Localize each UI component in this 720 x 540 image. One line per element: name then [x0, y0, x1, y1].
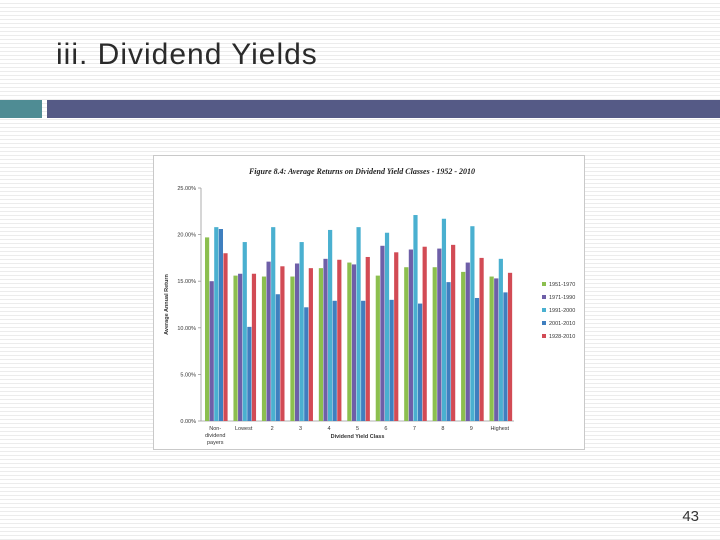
bar: [218, 229, 223, 421]
bar: [214, 227, 219, 421]
bar: [261, 276, 267, 421]
bar: [404, 267, 409, 421]
bar: [437, 248, 442, 421]
bar: [205, 237, 210, 421]
bar: [356, 227, 361, 421]
bar: [251, 273, 257, 421]
bar: [380, 245, 385, 421]
x-tick-label: 6: [384, 426, 387, 432]
bar: [365, 256, 370, 421]
bar: [280, 266, 285, 421]
bar: [441, 218, 447, 421]
legend-swatch: [542, 334, 546, 338]
bar: [347, 262, 352, 421]
legend-swatch: [542, 295, 546, 299]
bar: [351, 264, 357, 421]
bar: [238, 273, 243, 421]
bar: [247, 326, 252, 421]
legend-label: 2001-2010: [549, 321, 575, 327]
bar: [271, 227, 276, 421]
page-number: 43: [682, 508, 699, 525]
chart-figure: Figure 8.4: Average Returns on Dividend …: [153, 155, 585, 450]
bar: [489, 276, 494, 421]
bar: [308, 268, 313, 421]
bar: [375, 275, 380, 421]
x-tick-label: Non-dividend payers: [205, 426, 226, 446]
bar: [494, 278, 499, 421]
bar: [318, 268, 324, 421]
bar: [413, 215, 418, 421]
y-tick-label: 25.00%: [177, 186, 196, 192]
x-tick-label: 2: [271, 426, 274, 432]
bar: [474, 297, 480, 421]
bar: [332, 300, 337, 421]
x-tick-label: Lowest: [235, 426, 253, 432]
bar: [446, 282, 451, 421]
bar: [209, 281, 214, 421]
bar: [465, 262, 470, 421]
bar: [498, 258, 503, 421]
bar: [290, 276, 295, 421]
legend-label: 1951-1970: [549, 282, 575, 288]
bar: [304, 307, 309, 421]
bar: [299, 242, 304, 421]
bar: [394, 252, 399, 421]
x-tick-label: 9: [470, 426, 473, 432]
legend-label: 1991-2000: [549, 308, 575, 314]
bar: [275, 294, 280, 421]
bar: [422, 246, 427, 421]
y-tick-label: 15.00%: [177, 279, 196, 285]
bar: [328, 229, 333, 421]
bar: [417, 303, 423, 421]
y-tick-label: 10.00%: [177, 326, 196, 332]
y-tick-label: 20.00%: [177, 233, 196, 239]
y-tick-label: 5.00%: [180, 372, 196, 378]
y-tick-label: 0.00%: [180, 419, 196, 425]
bar: [451, 244, 456, 421]
slide-title: iii. Dividend Yields: [56, 38, 318, 71]
x-tick-label: 8: [441, 426, 444, 432]
bar: [432, 267, 437, 421]
bar: [223, 253, 228, 421]
legend-swatch: [542, 321, 546, 325]
bar: [389, 299, 394, 421]
bar: [337, 259, 342, 421]
bar: [266, 261, 271, 421]
bar: [242, 242, 247, 421]
bar: [361, 300, 366, 421]
bar: [503, 292, 508, 421]
x-tick-label: 7: [413, 426, 416, 432]
bar: [323, 258, 328, 421]
bar: [294, 263, 300, 421]
bar: [479, 257, 484, 421]
x-tick-label: Highest: [490, 426, 509, 432]
legend-label: 1928-2010: [549, 334, 575, 340]
bar: [408, 249, 413, 421]
legend-swatch: [542, 308, 546, 312]
legend-label: 1971-1990: [549, 295, 575, 301]
title-accent-block: [0, 100, 42, 118]
x-axis-label: Dividend Yield Class: [331, 434, 385, 440]
x-tick-label: 3: [299, 426, 302, 432]
bar: [461, 271, 466, 421]
bar-chart: Figure 8.4: Average Returns on Dividend …: [164, 167, 575, 446]
y-axis-label: Average Annual Return: [164, 274, 170, 335]
bar: [233, 275, 238, 421]
bar: [470, 226, 475, 421]
legend-swatch: [542, 282, 546, 286]
x-tick-label: 5: [356, 426, 359, 432]
bar: [507, 272, 513, 421]
chart-title: Figure 8.4: Average Returns on Dividend …: [248, 167, 475, 176]
x-tick-label: 4: [328, 426, 331, 432]
bar: [384, 232, 390, 421]
title-accent-bar: [47, 100, 720, 118]
